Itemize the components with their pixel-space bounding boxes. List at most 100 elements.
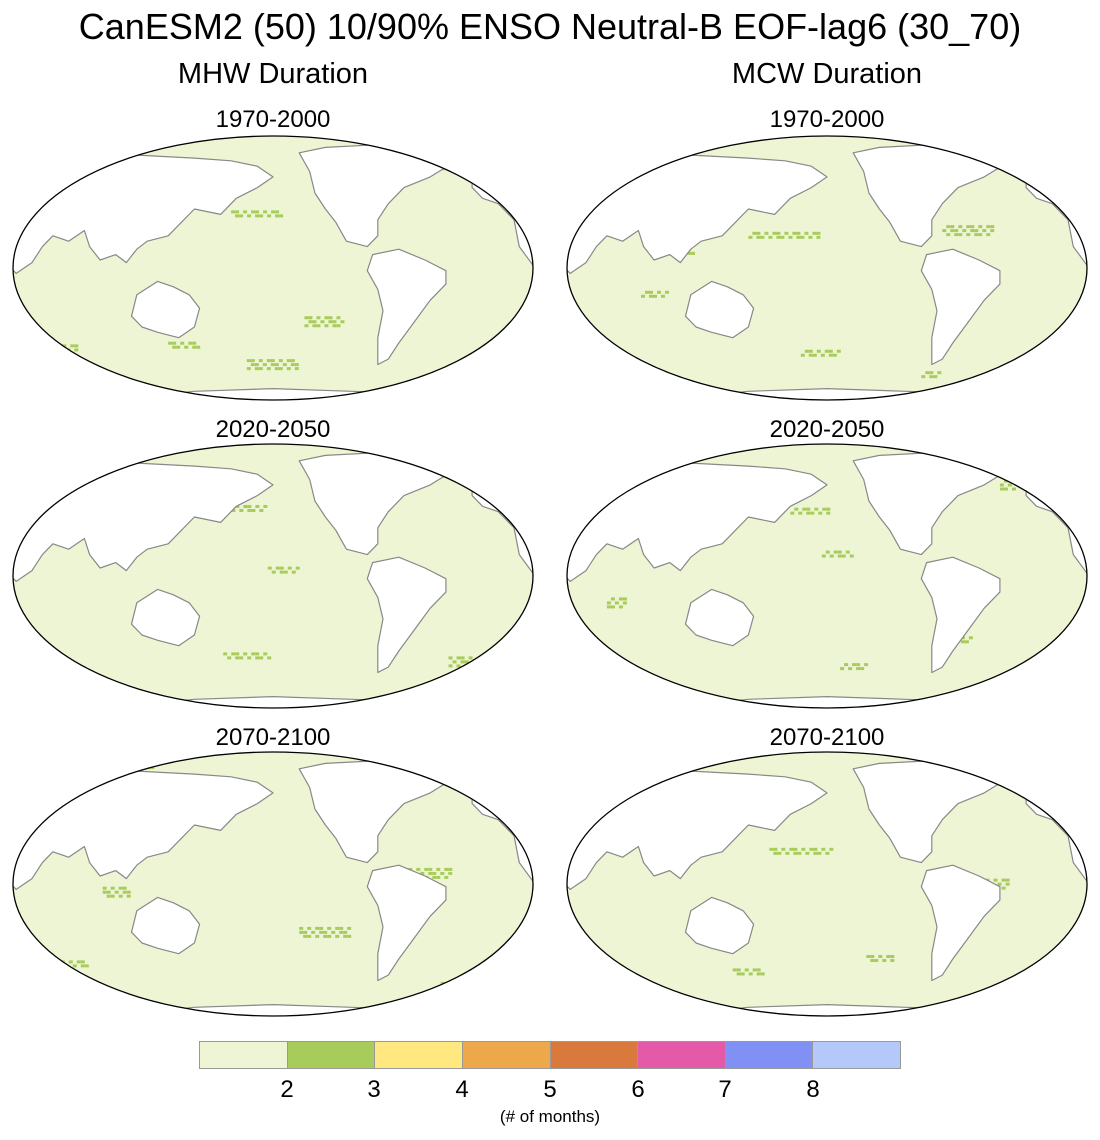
anomaly-cell: [804, 231, 809, 235]
map-border: [12, 443, 534, 709]
anomaly-cell: [473, 474, 478, 478]
anomaly-cell: [122, 886, 127, 890]
anomaly-cell: [800, 353, 805, 357]
anomaly-cell: [852, 663, 857, 667]
colorbar-swatch-5: [550, 1042, 639, 1068]
anomaly-cell: [291, 570, 296, 574]
anomaly-cell: [295, 566, 300, 570]
colorbar-swatch-8: [813, 1042, 900, 1068]
anomaly-cell: [270, 363, 275, 367]
anomaly-cell: [756, 231, 761, 235]
anomaly-cell: [937, 371, 942, 375]
landmass: [366, 248, 447, 366]
landmass: [13, 768, 274, 890]
anomaly-cell: [243, 210, 248, 214]
anomaly-cell: [460, 660, 465, 664]
anomaly-cell: [448, 664, 453, 668]
map-mcw-1970-2000: [566, 135, 1088, 401]
anomaly-cell: [800, 235, 805, 239]
anomaly-cell: [180, 341, 185, 345]
anomaly-cell: [102, 886, 107, 890]
anomaly-cell: [882, 959, 887, 963]
anomaly-cell: [332, 324, 337, 328]
anomaly-cell: [311, 930, 316, 934]
anomaly-cell: [336, 316, 341, 320]
anomaly-cell: [856, 667, 861, 671]
colorbar-tick-6: 6: [631, 1076, 645, 1103]
anomaly-cell: [793, 847, 798, 851]
anomaly-cell: [286, 367, 291, 371]
anomaly-cell: [1003, 487, 1008, 491]
anomaly-cell: [764, 231, 769, 235]
anomaly-cell: [263, 504, 268, 508]
anomaly-cell: [974, 229, 979, 233]
anomaly-cell: [452, 660, 457, 664]
anomaly-cell: [246, 367, 251, 371]
landmass: [920, 556, 1001, 674]
figure-title: CanESM2 (50) 10/90% ENSO Neutral-B EOF-l…: [78, 6, 1022, 47]
anomaly-cell: [489, 470, 494, 474]
anomaly-cell: [997, 882, 1002, 886]
anomaly-cell: [825, 851, 830, 855]
anomaly-cell: [251, 210, 256, 214]
anomaly-cell: [610, 597, 615, 601]
anomaly-cell: [464, 985, 469, 989]
anomaly-cell: [808, 235, 813, 239]
anomaly-cell: [993, 878, 998, 882]
map-border: [566, 443, 1088, 709]
anomaly-cell: [1007, 483, 1012, 487]
anomaly-cell: [258, 367, 263, 371]
anomaly-cell: [610, 605, 615, 609]
colorbar-swatch-7: [725, 1042, 814, 1068]
anomaly-cell: [283, 570, 288, 574]
anomaly-cell: [813, 847, 818, 851]
landmass: [920, 864, 1001, 982]
anomaly-cell: [339, 930, 344, 934]
anomaly-cell: [648, 294, 653, 298]
landmass: [130, 588, 201, 647]
anomaly-cell: [840, 667, 845, 671]
landmass: [130, 896, 201, 955]
panel-title-mhw-3: 2070-2100: [215, 724, 331, 751]
anomaly-cell: [933, 375, 938, 379]
anomaly-cell: [254, 363, 259, 367]
anomaly-cell: [154, 762, 159, 766]
anomaly-cell: [1001, 878, 1006, 882]
anomaly-cell: [1015, 479, 1020, 483]
colorbar-swatch-6: [638, 1042, 726, 1068]
anomaly-cell: [829, 554, 834, 558]
anomaly-cell: [469, 470, 474, 474]
anomaly-cell: [76, 669, 81, 673]
anomaly-cell: [271, 570, 276, 574]
anomaly-cell: [485, 478, 490, 482]
anomaly-cell: [343, 930, 348, 934]
anomaly-cell: [84, 669, 89, 673]
anomaly-cell: [235, 210, 240, 214]
anomaly-cell: [432, 871, 437, 875]
anomaly-cell: [431, 159, 436, 163]
anomaly-cell: [660, 294, 665, 298]
anomaly-cell: [691, 251, 696, 255]
anomaly-cell: [464, 660, 469, 664]
landmass: [567, 768, 828, 890]
anomaly-cell: [756, 235, 761, 239]
anomaly-cell: [864, 663, 869, 667]
anomaly-cell: [118, 886, 123, 890]
anomaly-cell: [477, 470, 482, 474]
anomaly-cell: [266, 367, 271, 371]
anomaly-cell: [960, 640, 965, 644]
anomaly-cell: [448, 867, 453, 871]
anomaly-cell: [243, 504, 248, 508]
anomaly-cell: [837, 550, 842, 554]
anomaly-cell: [954, 233, 959, 237]
anomaly-cell: [263, 210, 268, 214]
anomaly-cell: [106, 890, 111, 894]
anomaly-cell: [776, 235, 781, 239]
anomaly-cell: [812, 353, 817, 357]
colorbar-swatch-4: [462, 1042, 551, 1068]
anomaly-cell: [618, 597, 623, 601]
anomaly-cell: [126, 762, 131, 766]
anomaly-cell: [1011, 479, 1016, 483]
anomaly-cell: [801, 847, 806, 851]
map-mhw-2020-2050: [12, 443, 534, 709]
